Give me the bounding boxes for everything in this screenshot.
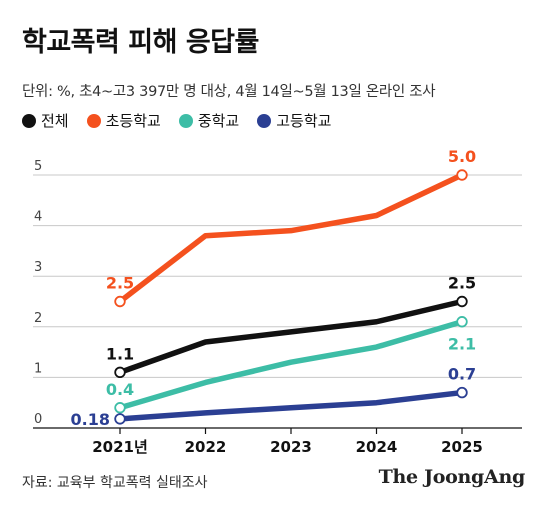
legend-swatch-middle — [178, 113, 193, 128]
legend-label-total: 전체 — [41, 112, 69, 130]
chart-subtitle: 단위: %, 초4~고3 397만 명 대상, 4월 14일~5월 13일 온라… — [22, 84, 436, 100]
y-tick-label-1: 1 — [34, 361, 42, 376]
y-tick-label-5: 5 — [34, 159, 42, 174]
x-tick-label-4: 2025 — [441, 438, 483, 456]
data-label-elementary-0: 2.5 — [106, 274, 134, 293]
y-tick-label-2: 2 — [34, 311, 42, 326]
legend-label-high: 고등학교 — [276, 112, 332, 130]
point-high-0 — [114, 413, 126, 425]
point-total-4 — [456, 295, 468, 308]
point-elementary-0 — [114, 295, 126, 308]
legend-item-elementary: 초등학교 — [86, 110, 161, 131]
point-middle-0 — [114, 402, 126, 414]
data-label-elementary-4: 5.0 — [448, 147, 476, 166]
point-middle-4 — [456, 316, 468, 328]
point-high-4 — [456, 386, 468, 399]
x-tick-label-3: 2024 — [356, 438, 398, 456]
legend-swatch-total — [22, 113, 36, 128]
legend: 전체 초등학교 중학교 고등학교 — [22, 110, 331, 131]
y-tick-label-4: 4 — [34, 210, 42, 225]
legend-label-elementary: 초등학교 — [105, 112, 161, 130]
x-tick-label-2: 2023 — [270, 438, 312, 456]
y-tick-label-3: 3 — [34, 260, 42, 275]
series-line-high — [117, 389, 465, 422]
point-elementary-4 — [456, 169, 468, 181]
legend-item-high: 고등학교 — [257, 110, 331, 131]
source-note: 자료: 교육부 학교폭력 실태조사 — [22, 475, 208, 491]
series-line-total — [117, 298, 465, 376]
x-tick-label-1: 2022 — [185, 438, 227, 456]
legend-swatch-high — [257, 113, 272, 128]
data-label-middle-4: 2.1 — [448, 335, 476, 354]
data-label-high-0: 0.18 — [71, 410, 110, 429]
series-line-middle — [117, 318, 465, 411]
x-tick-label-0: 2021년 — [92, 438, 148, 456]
data-label-high-4: 0.7 — [448, 365, 476, 384]
chart-title: 학교폭력 피해 응답률 — [22, 27, 259, 58]
series-line-elementary — [117, 172, 465, 305]
legend-item-total: 전체 — [22, 110, 69, 131]
legend-label-middle: 중학교 — [197, 112, 240, 130]
y-tick-label-0: 0 — [34, 412, 42, 427]
legend-item-middle: 중학교 — [178, 110, 240, 131]
publisher-logo: The JoongAng — [378, 466, 526, 488]
data-label-total-0: 1.1 — [106, 344, 134, 363]
legend-swatch-elementary — [86, 113, 101, 128]
data-label-middle-0: 0.4 — [106, 380, 134, 399]
point-total-0 — [114, 366, 126, 379]
data-label-total-4: 2.5 — [448, 274, 476, 293]
